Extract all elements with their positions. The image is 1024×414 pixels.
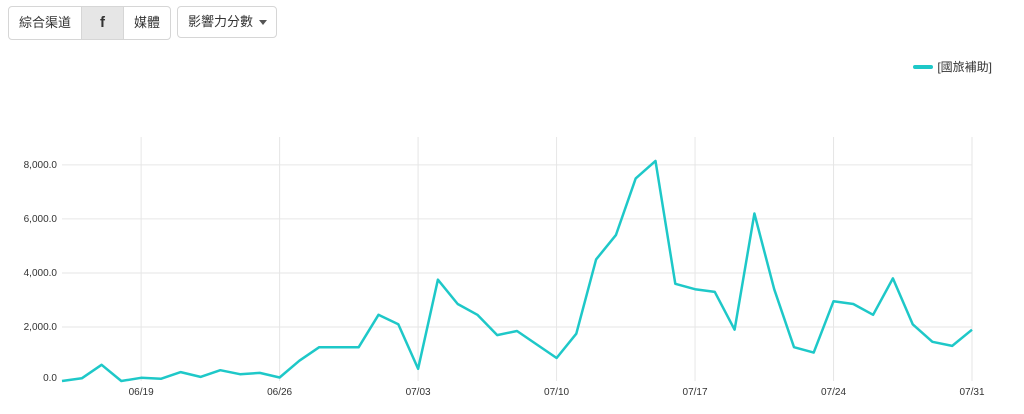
y-tick-label: 4,000.0 <box>24 268 58 279</box>
y-tick-label: 0.0 <box>43 373 57 384</box>
metric-dropdown-label: 影響力分數 <box>188 14 254 29</box>
x-tick-label: 07/31 <box>959 387 984 398</box>
x-tick-label: 07/24 <box>821 387 846 398</box>
media-button[interactable]: 媒體 <box>123 7 170 39</box>
x-tick-label: 06/19 <box>129 387 154 398</box>
y-tick-label: 6,000.0 <box>24 214 58 225</box>
facebook-button[interactable]: f <box>81 7 124 39</box>
y-tick-label: 2,000.0 <box>24 322 58 333</box>
channel-button[interactable]: 綜合渠道 <box>19 15 72 30</box>
x-tick-label: 07/17 <box>683 387 708 398</box>
x-tick-label: 06/26 <box>267 387 292 398</box>
legend-label: [國旅補助] <box>937 60 992 74</box>
x-tick-label: 07/03 <box>406 387 431 398</box>
legend-swatch <box>913 64 934 69</box>
channel-button-group: 綜合渠道 f 媒體 <box>8 6 172 40</box>
series-line <box>61 159 973 383</box>
metric-dropdown[interactable]: 影響力分數 <box>177 6 277 38</box>
caret-down-icon <box>259 20 268 26</box>
y-tick-label: 8,000.0 <box>24 160 58 171</box>
chart-legend[interactable]: [國旅補助] <box>913 58 992 75</box>
x-tick-label: 07/10 <box>544 387 569 398</box>
